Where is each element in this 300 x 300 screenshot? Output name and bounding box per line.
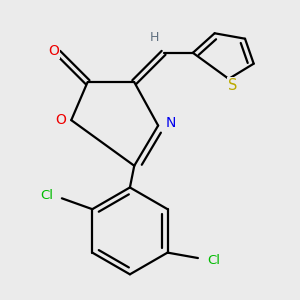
Text: Cl: Cl bbox=[40, 189, 53, 202]
Text: O: O bbox=[49, 44, 59, 58]
Text: Cl: Cl bbox=[208, 254, 221, 267]
Text: N: N bbox=[166, 116, 176, 130]
Text: H: H bbox=[150, 31, 160, 44]
Text: S: S bbox=[228, 78, 238, 93]
Text: O: O bbox=[55, 113, 66, 127]
